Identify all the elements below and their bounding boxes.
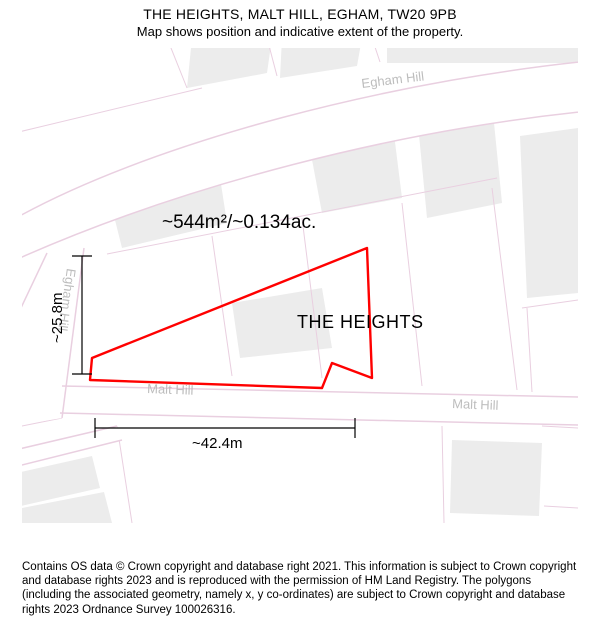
map-svg: Egham Hill Egham Hill Malt Hill Malt Hil… <box>22 48 578 523</box>
width-dimension: ~42.4m <box>95 418 355 452</box>
page-root: THE HEIGHTS, MALT HILL, EGHAM, TW20 9PB … <box>0 0 600 625</box>
map-container: Egham Hill Egham Hill Malt Hill Malt Hil… <box>22 48 578 523</box>
bldg-top-3 <box>387 48 578 63</box>
bldg-top-1 <box>187 48 272 88</box>
bldg-right-low <box>450 440 542 516</box>
page-title: THE HEIGHTS, MALT HILL, EGHAM, TW20 9PB <box>0 6 600 22</box>
bldg-top-2 <box>280 48 362 78</box>
footer-copyright: Contains OS data © Crown copyright and d… <box>22 560 578 618</box>
street-label-malt-hill-right: Malt Hill <box>452 396 499 413</box>
page-subtitle: Map shows position and indicative extent… <box>0 24 600 39</box>
area-label: ~544m²/~0.134ac. <box>162 212 316 233</box>
property-name-label: THE HEIGHTS <box>297 312 424 332</box>
bldg-far-right <box>520 128 578 298</box>
height-dim-label: ~25.8m <box>49 293 66 343</box>
map-content: Egham Hill Egham Hill Malt Hill Malt Hil… <box>22 48 578 523</box>
header: THE HEIGHTS, MALT HILL, EGHAM, TW20 9PB … <box>0 0 600 39</box>
width-dim-label: ~42.4m <box>192 435 242 452</box>
